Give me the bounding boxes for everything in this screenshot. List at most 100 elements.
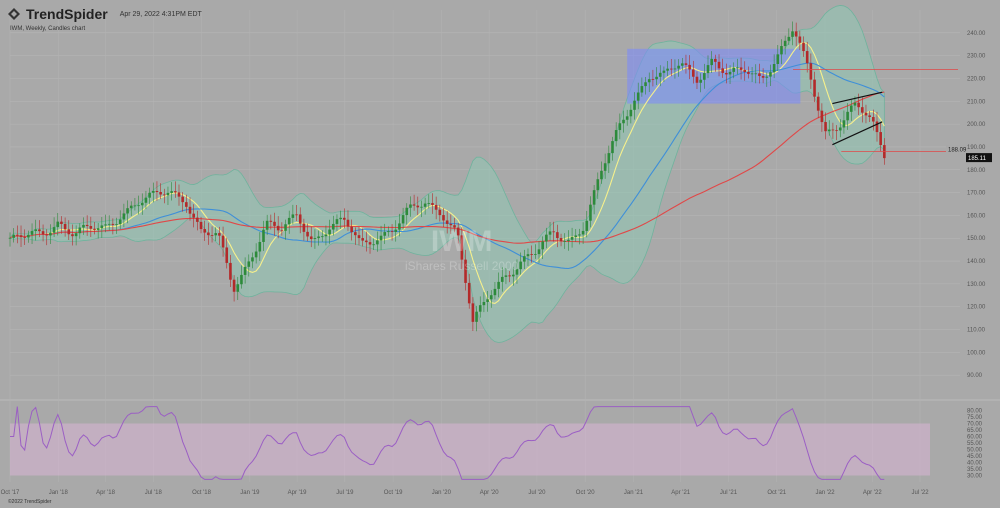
candle-body bbox=[783, 40, 787, 47]
candle-body bbox=[324, 234, 328, 237]
rsi-band bbox=[10, 423, 930, 476]
candle-body bbox=[669, 68, 673, 70]
candle-body bbox=[820, 110, 824, 123]
candle-body bbox=[581, 230, 585, 235]
candle-body bbox=[357, 235, 361, 239]
rsi-tick-label: 65.00 bbox=[967, 428, 983, 434]
candle-body bbox=[82, 224, 85, 228]
time-tick-label: Apr '21 bbox=[671, 490, 690, 496]
candle-body bbox=[379, 235, 383, 241]
candle-body bbox=[486, 299, 489, 302]
candle-body bbox=[218, 233, 221, 236]
candle-body bbox=[401, 215, 405, 224]
candle-body bbox=[600, 170, 603, 180]
candle-body bbox=[633, 100, 636, 110]
candle-body bbox=[765, 76, 769, 78]
candle-body bbox=[104, 224, 107, 226]
candle-body bbox=[640, 86, 644, 93]
candle-body bbox=[320, 236, 324, 238]
candle-body bbox=[655, 76, 658, 80]
candle-body bbox=[309, 236, 313, 240]
candle-body bbox=[306, 231, 309, 237]
candle-body bbox=[251, 257, 254, 262]
candle-body bbox=[647, 79, 651, 83]
rsi-tick-label: 70.00 bbox=[967, 422, 983, 428]
candle-body bbox=[225, 247, 229, 263]
candle-body bbox=[93, 228, 96, 230]
candle-body bbox=[534, 254, 537, 255]
price-tick-label: 240.00 bbox=[967, 31, 986, 37]
candle-body bbox=[74, 233, 78, 237]
candle-body bbox=[541, 241, 544, 250]
price-tick-label: 140.00 bbox=[967, 259, 986, 265]
candle-body bbox=[34, 229, 38, 232]
price-tick-label: 200.00 bbox=[967, 122, 986, 128]
candle-body bbox=[838, 127, 842, 131]
candle-body bbox=[151, 190, 155, 193]
candle-body bbox=[614, 130, 618, 142]
candle-body bbox=[232, 279, 236, 292]
candle-body bbox=[137, 205, 140, 207]
candle-body bbox=[148, 192, 151, 198]
candle-body bbox=[27, 234, 30, 238]
candle-body bbox=[831, 129, 835, 131]
candle-body bbox=[875, 121, 879, 133]
candle-body bbox=[140, 202, 144, 206]
time-tick-label: Apr '19 bbox=[288, 490, 307, 496]
candle-body bbox=[365, 240, 368, 243]
candle-body bbox=[849, 105, 853, 112]
candle-body bbox=[769, 72, 772, 77]
candle-body bbox=[464, 259, 467, 283]
candle-body bbox=[240, 274, 243, 285]
candle-body bbox=[776, 54, 780, 64]
candle-body bbox=[743, 69, 747, 72]
candle-body bbox=[107, 223, 111, 225]
candle-body bbox=[611, 141, 614, 154]
candle-body bbox=[339, 217, 342, 220]
candle-body bbox=[56, 221, 60, 228]
candle-body bbox=[162, 194, 166, 196]
rsi-tick-label: 55.00 bbox=[967, 441, 983, 447]
time-tick-label: Jul '18 bbox=[145, 490, 163, 496]
candle-body bbox=[860, 107, 864, 113]
price-tick-label: 180.00 bbox=[967, 168, 986, 174]
candle-body bbox=[563, 240, 567, 242]
candle-body bbox=[287, 217, 291, 225]
candle-body bbox=[71, 234, 74, 237]
candle-body bbox=[302, 223, 306, 232]
candle-body bbox=[673, 68, 677, 70]
candle-body bbox=[651, 79, 655, 80]
candle-body bbox=[177, 192, 181, 197]
watermark-name: iShares Russell 2000 bbox=[405, 259, 519, 273]
candle-body bbox=[192, 213, 195, 218]
time-tick-label: Jul '20 bbox=[528, 490, 546, 496]
candle-body bbox=[846, 111, 849, 121]
candle-body bbox=[857, 102, 860, 108]
price-tick-label: 130.00 bbox=[967, 282, 986, 288]
candle-body bbox=[133, 205, 137, 207]
candle-body bbox=[354, 232, 357, 236]
candle-body bbox=[229, 262, 232, 280]
candle-body bbox=[798, 36, 802, 43]
rsi-line bbox=[10, 406, 885, 480]
reference-price-tag-bg bbox=[946, 145, 966, 154]
candle-body bbox=[67, 229, 71, 235]
candle-body bbox=[684, 63, 688, 65]
candle-body bbox=[100, 225, 104, 229]
candle-body bbox=[537, 249, 541, 255]
candle-body bbox=[548, 231, 552, 235]
time-tick-label: Jan '18 bbox=[49, 490, 69, 496]
time-tick-label: Jan '19 bbox=[240, 490, 260, 496]
candle-body bbox=[78, 227, 82, 234]
candle-body bbox=[394, 229, 398, 232]
candle-body bbox=[578, 234, 581, 236]
candle-body bbox=[118, 219, 122, 225]
candle-body bbox=[214, 233, 218, 236]
candle-body bbox=[456, 227, 460, 236]
candle-body bbox=[19, 235, 23, 238]
candle-body bbox=[85, 224, 89, 227]
trendspider-logo-icon bbox=[8, 8, 20, 20]
time-tick-label: Oct '20 bbox=[576, 490, 595, 496]
watermark-ticker: IWM bbox=[430, 225, 493, 258]
